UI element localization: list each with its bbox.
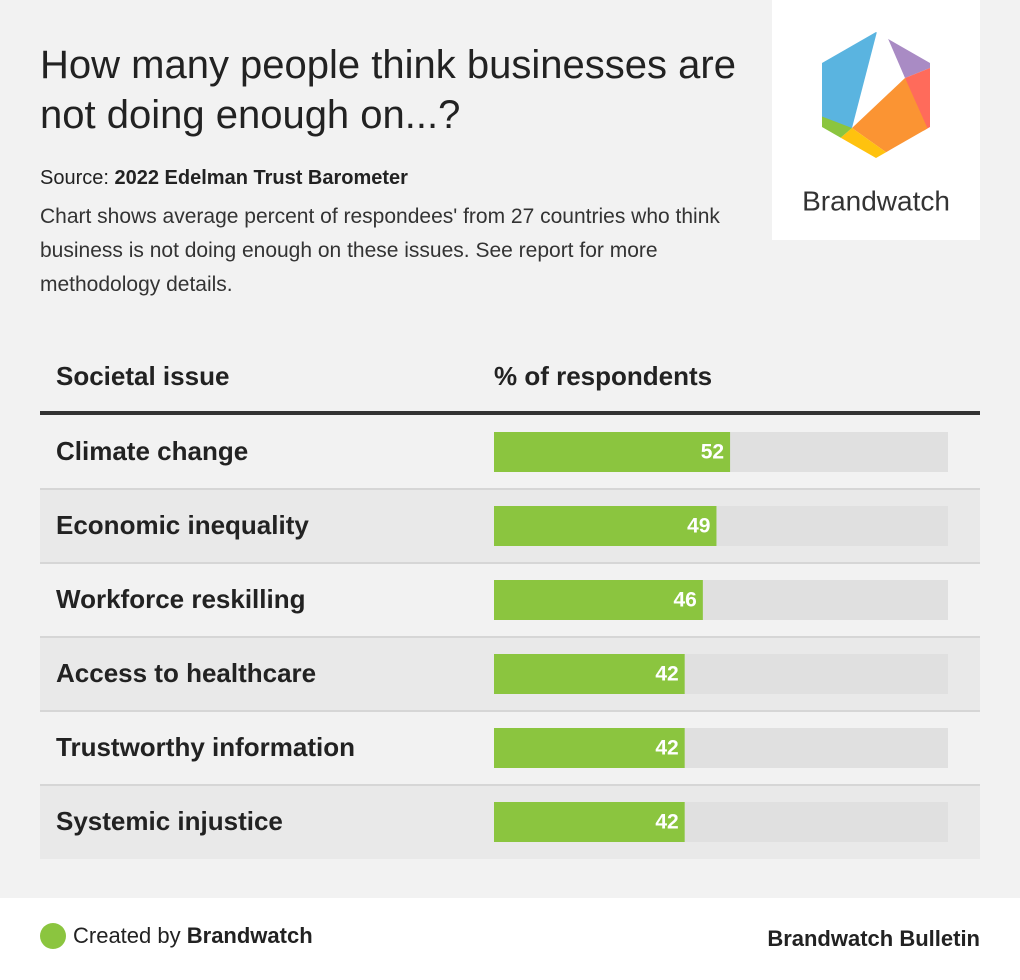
category-label: Workforce reskilling <box>56 584 306 614</box>
value-label: 42 <box>655 663 678 686</box>
bar <box>494 654 685 694</box>
header-rule <box>40 411 980 415</box>
value-label: 42 <box>655 737 678 760</box>
rows: Climate change 52 Economic inequality 49 Wor… <box>40 415 980 859</box>
footer-brand: Brandwatch <box>187 923 313 948</box>
bar <box>494 728 685 768</box>
description: Chart shows average percent of respondee… <box>40 205 720 296</box>
footer-band <box>0 898 1020 980</box>
category-label: Access to healthcare <box>56 658 316 688</box>
source: Source: 2022 Edelman Trust Barometer <box>40 167 408 189</box>
source-name: 2022 Edelman Trust Barometer <box>115 167 409 189</box>
footer-dot <box>40 923 66 949</box>
category-label: Systemic injustice <box>56 806 283 836</box>
source-label: Source: <box>40 167 109 189</box>
category-label: Climate change <box>56 436 248 466</box>
column-header: % of respondents <box>494 361 712 391</box>
bar <box>494 802 685 842</box>
category-label: Economic inequality <box>56 510 309 540</box>
bar <box>494 580 703 620</box>
footer-credit: Created by Brandwatch <box>73 923 313 948</box>
logo-text: Brandwatch <box>802 185 950 216</box>
footer-prefix: Created by <box>73 923 181 948</box>
bar <box>494 506 717 546</box>
value-label: 46 <box>673 589 696 612</box>
value-label: 52 <box>701 441 724 464</box>
value-label: 49 <box>687 515 710 538</box>
category-label: Trustworthy information <box>56 732 355 762</box>
value-label: 42 <box>655 811 678 834</box>
chart-title: How many people think businesses are not… <box>40 43 736 137</box>
footer-right: Brandwatch Bulletin <box>767 926 980 951</box>
bar <box>494 432 731 472</box>
column-header: Societal issue <box>56 361 229 391</box>
